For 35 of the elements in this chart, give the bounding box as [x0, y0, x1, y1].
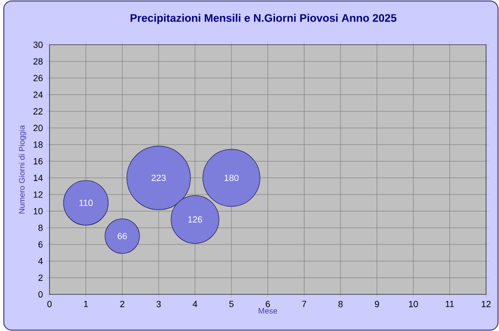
y-tick-label: 24	[34, 91, 43, 98]
y-tick-label: 16	[34, 158, 43, 164]
y-tick-label: 26	[34, 74, 43, 82]
x-tick-label: 1	[84, 300, 88, 307]
x-tick-label: 3	[156, 300, 161, 308]
x-tick-label: 10	[409, 300, 418, 308]
y-tick-label: 28	[34, 58, 43, 64]
y-tick-label: 8	[38, 224, 43, 231]
x-tick-label: 9	[374, 300, 379, 308]
y-tick-label: 2	[38, 274, 43, 281]
x-tick-label: 11	[446, 300, 454, 307]
y-tick-label: 10	[34, 208, 43, 214]
y-tick-label: 4	[38, 258, 43, 264]
y-tick-label: 14	[34, 174, 43, 181]
x-tick-label: 0	[47, 300, 52, 308]
y-tick-label: 0	[38, 291, 43, 298]
y-tick-label: 12	[34, 191, 43, 198]
data-label: 126	[188, 216, 202, 223]
data-label: 66	[118, 232, 127, 240]
data-label: 180	[224, 174, 239, 181]
x-tick-label: 12	[482, 300, 491, 308]
x-tick-label: 4	[192, 300, 198, 307]
y-tick-label: 30	[33, 42, 43, 48]
x-tick-label: 8	[338, 300, 343, 308]
chart-title: Precipitazioni Mensili e N.Giorni Piovosi Anno 2025	[130, 14, 396, 24]
y-tick-label: 22	[34, 108, 43, 114]
y-tick-label: 6	[38, 241, 43, 248]
x-tick-label: 7	[302, 300, 306, 307]
x-tick-label: 2	[120, 300, 124, 308]
data-label: 223	[152, 174, 166, 181]
x-tick-label: 5	[229, 300, 234, 308]
y-tick-label: 20	[34, 124, 43, 132]
y-tick-label: 18	[34, 141, 43, 148]
x-tick-label: 6	[266, 300, 270, 308]
data-label: 110	[79, 200, 93, 206]
